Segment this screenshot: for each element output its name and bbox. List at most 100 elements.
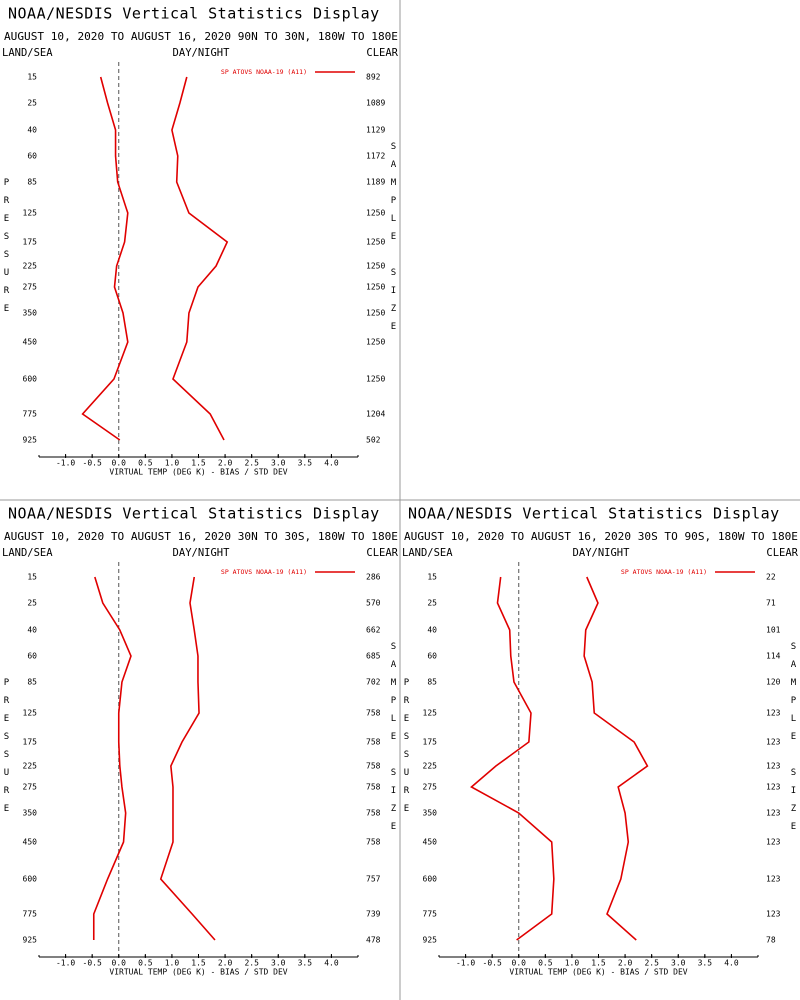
y-tick-label: 450 [423,838,438,847]
sample-size: 286 [366,573,381,582]
y-tick-label: 40 [27,126,37,135]
sample-size: 702 [366,678,381,687]
sample-size: 758 [366,738,381,747]
clear: CLEAR [366,47,398,59]
sample-size: 1172 [366,152,385,161]
panel-title: NOAA/NESDIS Vertical Statistics Display [8,505,380,523]
x-tick-label: 3.5 [698,959,713,968]
x-tick-label: -1.0 [456,959,475,968]
sample-size: 78 [766,936,776,945]
x-tick-label: -0.5 [483,959,502,968]
x-tick-label: 1.0 [165,459,180,468]
y-tick-label: 775 [423,910,438,919]
y-axis-label: PRESSURE [2,178,12,322]
profile-line [159,576,216,941]
sample-size: 123 [766,809,781,818]
sample-size: 685 [366,652,381,661]
sample-size: 1250 [366,309,385,318]
panel-title: NOAA/NESDIS Vertical Statistics Display [408,505,780,523]
sample-size: 1250 [366,209,385,218]
x-tick-label: 2.5 [244,959,259,968]
x-tick-label: 1.0 [565,959,580,968]
y-tick-label: 60 [27,152,37,161]
x-tick-label: 2.0 [218,959,233,968]
panel-subtitle: AUGUST 10, 2020 TO AUGUST 16, 2020 90N T… [4,31,398,43]
y-tick-label: 25 [27,599,37,608]
sample-size: 892 [366,73,381,82]
x-tick-label: 1.0 [165,959,180,968]
x-tick-label: 3.5 [298,459,313,468]
sample-size: 114 [766,652,781,661]
sample-size: 22 [766,573,776,582]
panel-subtitle: AUGUST 10, 2020 TO AUGUST 16, 2020 30S T… [404,531,798,543]
legend-label: SP ATOVS NOAA-19 (A11) [621,568,707,576]
sample-size: 757 [366,875,381,884]
sample-size: 123 [766,738,781,747]
y-tick-label: 175 [23,738,38,747]
land-sea: LAND/SEA [2,47,53,59]
x-axis-label: VIRTUAL TEMP (DEG K) - BIAS / STD DEV [109,468,287,477]
x-tick-label: 2.5 [644,959,659,968]
sample-size: 1250 [366,262,385,271]
sample-size: 1204 [366,410,385,419]
y2-axis-label: SAMPLE SIZE [789,642,799,840]
day-night: DAY/NIGHT [173,547,231,559]
sample-size: 758 [366,762,381,771]
y-tick-label: 85 [27,178,37,187]
y-tick-label: 175 [423,738,438,747]
y-tick-label: 40 [27,626,37,635]
y-axis-label: PRESSURE [402,678,412,822]
x-tick-label: 4.0 [324,459,339,468]
x-tick-label: 3.0 [271,959,286,968]
sample-size: 758 [366,709,381,718]
sample-size: 758 [366,838,381,847]
y-tick-label: 600 [23,875,38,884]
sample-size: 478 [366,936,381,945]
y-tick-label: 600 [23,375,38,384]
y-tick-label: 925 [23,436,38,445]
y2-axis-label: SAMPLE SIZE [389,142,399,340]
y-tick-label: 925 [423,936,438,945]
x-tick-label: 0.5 [538,959,553,968]
x-axis-label: VIRTUAL TEMP (DEG K) - BIAS / STD DEV [109,968,287,977]
y-tick-label: 225 [23,762,38,771]
y-tick-label: 450 [23,338,38,347]
x-tick-label: 4.0 [324,959,339,968]
sample-size: 1250 [366,283,385,292]
sample-size: 123 [766,838,781,847]
x-tick-label: 1.5 [591,959,606,968]
sample-size: 123 [766,910,781,919]
x-tick-label: 0.5 [138,959,153,968]
x-tick-label: 0.0 [512,959,527,968]
clear: CLEAR [766,547,798,559]
sample-size: 1089 [366,99,385,108]
y-tick-label: 60 [427,652,437,661]
x-tick-label: 2.0 [618,959,633,968]
sample-size: 1189 [366,178,385,187]
y-tick-label: 350 [423,809,438,818]
x-tick-label: 2.0 [218,459,233,468]
y-tick-label: 925 [23,936,38,945]
y-tick-label: 225 [23,262,38,271]
x-tick-label: 3.5 [298,959,313,968]
y-tick-label: 60 [27,652,37,661]
day-night: DAY/NIGHT [573,547,631,559]
y-tick-label: 40 [427,626,437,635]
x-tick-label: 4.0 [724,959,739,968]
panel: NOAA/NESDIS Vertical Statistics Display A… [402,505,799,977]
sample-size: 123 [766,762,781,771]
profile-line [470,576,555,941]
y-tick-label: 125 [23,209,38,218]
sample-size: 1250 [366,338,385,347]
x-tick-label: -1.0 [56,459,75,468]
panel: NOAA/NESDIS Vertical Statistics Display A… [2,5,399,477]
x-tick-label: -0.5 [83,459,102,468]
sample-size: 570 [366,599,381,608]
x-axis-label: VIRTUAL TEMP (DEG K) - BIAS / STD DEV [509,968,687,977]
sample-size: 71 [766,599,776,608]
y-tick-label: 15 [27,573,37,582]
panel-title: NOAA/NESDIS Vertical Statistics Display [8,5,380,23]
legend-label: SP ATOVS NOAA-19 (A11) [221,68,307,76]
y-tick-label: 450 [23,838,38,847]
